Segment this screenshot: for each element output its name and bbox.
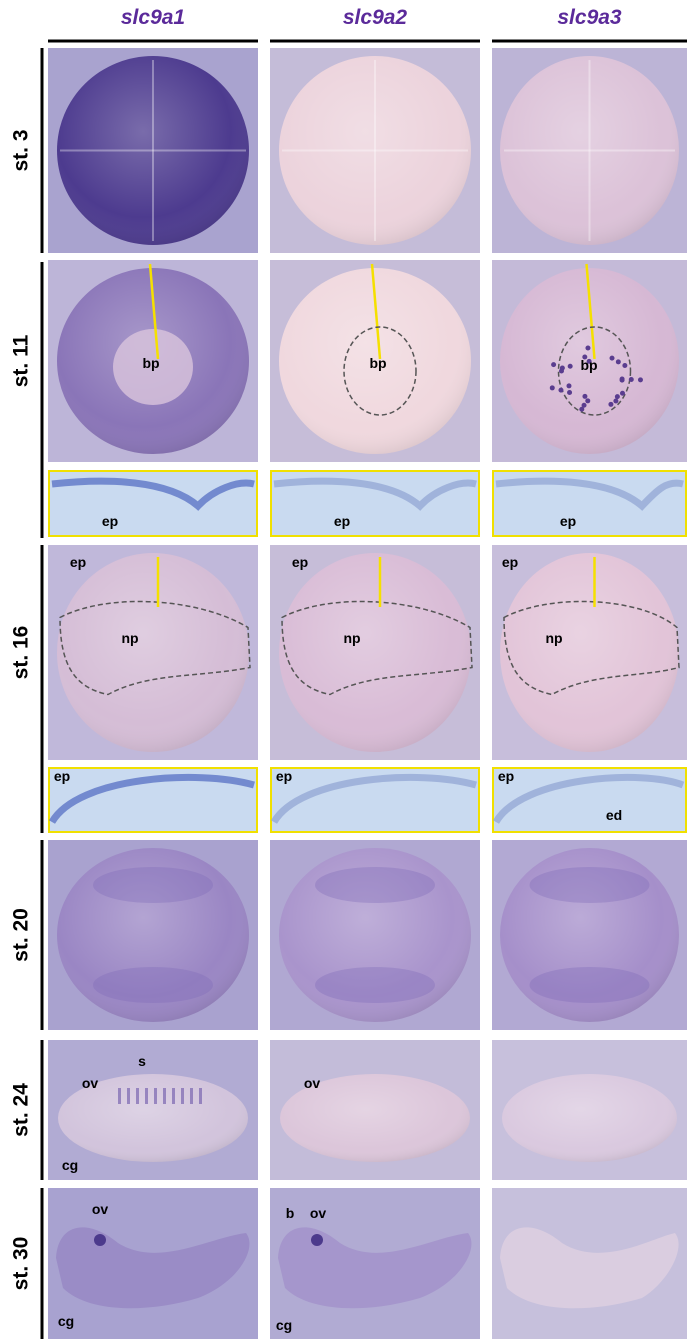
stain-dot [551, 362, 556, 367]
annotation: ov [310, 1205, 327, 1221]
row-label: st. 3 [10, 129, 33, 171]
column-header: slc9a1 [121, 6, 185, 29]
embryo-shade [279, 553, 471, 752]
stain-dot [616, 359, 621, 364]
stain-band [93, 967, 213, 1003]
annotation: ep [334, 513, 350, 529]
stain-dot [550, 385, 555, 390]
annotation: np [121, 630, 138, 646]
stain-dot [566, 383, 571, 388]
annotation: ep [292, 554, 308, 570]
stain-dot [560, 366, 565, 371]
stain-band [530, 867, 650, 903]
annotation: bp [142, 355, 159, 371]
somite [181, 1088, 184, 1104]
somite [136, 1088, 139, 1104]
stain-dot [585, 346, 590, 351]
stain-dot [610, 356, 615, 361]
annotation: ep [102, 513, 118, 529]
somite [154, 1088, 157, 1104]
column-header: slc9a3 [557, 6, 622, 29]
annotation: np [343, 630, 360, 646]
annotation: ep [54, 768, 70, 784]
stain-dot [629, 377, 634, 382]
annotation: ep [70, 554, 86, 570]
annotation: ed [606, 807, 622, 823]
stain-dot [622, 363, 627, 368]
otic-vesicle [311, 1234, 323, 1246]
somite [127, 1088, 130, 1104]
somite [199, 1088, 202, 1104]
stain-dot [585, 398, 590, 403]
stain-dot [568, 364, 573, 369]
somite [163, 1088, 166, 1104]
annotation: ov [82, 1075, 99, 1091]
stain-dot [620, 378, 625, 383]
annotation: s [138, 1053, 146, 1069]
annotation: cg [58, 1313, 74, 1329]
annotation: ov [304, 1075, 321, 1091]
somite [118, 1088, 121, 1104]
stain-dot [582, 394, 587, 399]
annotation: ov [92, 1201, 109, 1217]
row-label: st. 11 [10, 334, 33, 387]
row-label: st. 20 [10, 908, 33, 962]
figure: slc9a1 slc9a2 slc9a3 st. 3 st. 11 bp ep bp ep bp e… [0, 0, 687, 1339]
stain-dot [608, 402, 613, 407]
stain-dot [620, 391, 625, 396]
annotation: b [286, 1205, 295, 1221]
row-label: st. 24 [10, 1083, 33, 1137]
stain-band [530, 967, 650, 1003]
annotation: np [545, 630, 562, 646]
otic-vesicle [94, 1234, 106, 1246]
stain-dot [567, 390, 572, 395]
embryo-shade [57, 553, 249, 752]
stain-dot [615, 394, 620, 399]
column-header: slc9a2 [343, 6, 408, 29]
annotation: ep [276, 768, 292, 784]
stain-dot [613, 398, 618, 403]
annotation: cg [62, 1157, 78, 1173]
stain-dot [558, 388, 563, 393]
row-label: st. 30 [10, 1237, 33, 1291]
stain-band [93, 867, 213, 903]
annotation: ep [498, 768, 514, 784]
stain-band [315, 967, 435, 1003]
annotation: ep [502, 554, 518, 570]
somite [190, 1088, 193, 1104]
annotation: bp [580, 357, 597, 373]
annotation: ep [560, 513, 576, 529]
annotation: cg [276, 1317, 292, 1333]
stain-dot [579, 407, 584, 412]
embryo-shade [500, 553, 679, 752]
stain-dot [638, 377, 643, 382]
embryo-shade [502, 1074, 677, 1162]
somite [145, 1088, 148, 1104]
annotation: bp [369, 355, 386, 371]
row-label: st. 16 [10, 626, 33, 680]
somite [172, 1088, 175, 1104]
stain-band [315, 867, 435, 903]
